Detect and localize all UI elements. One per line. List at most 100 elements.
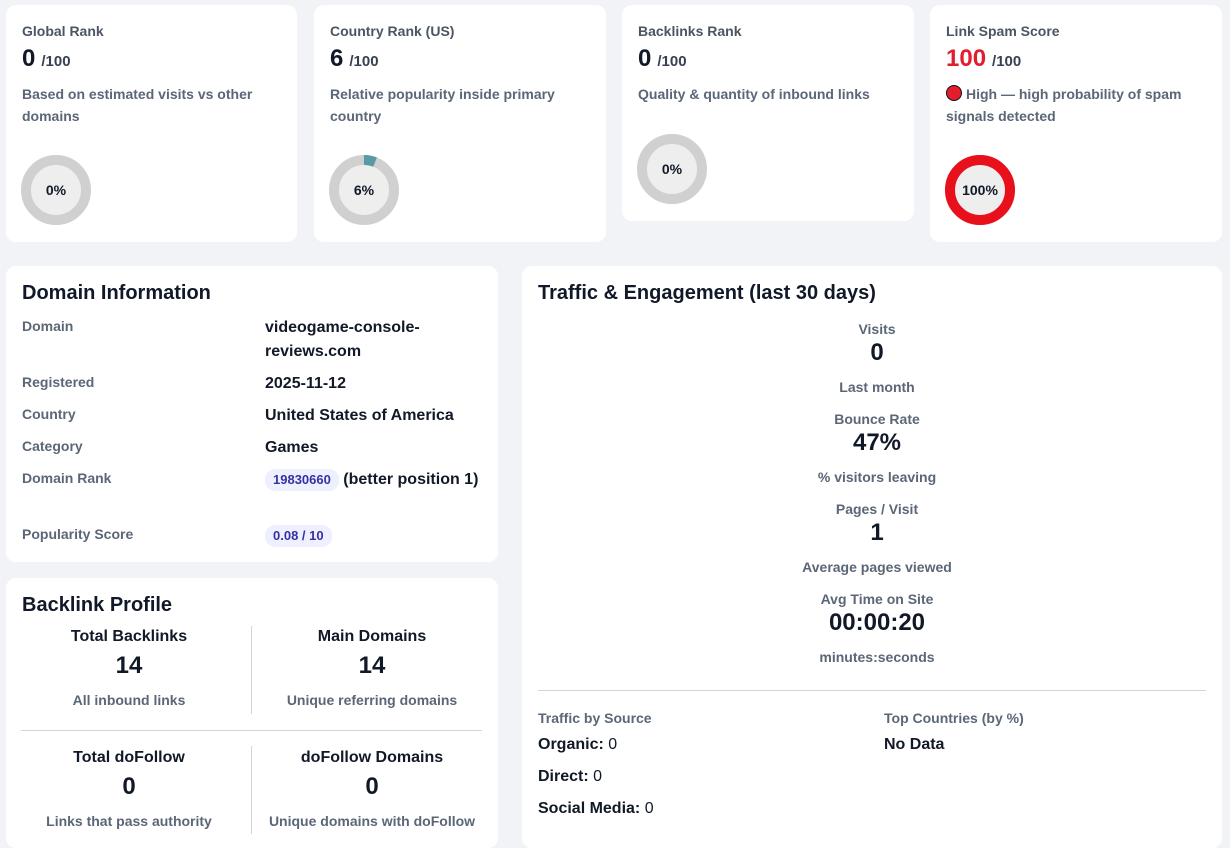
domain-information-card: Domain Information Domain videogame-cons… bbox=[6, 266, 498, 562]
spam-score-card: Link Spam Score 100/100 High — high prob… bbox=[930, 5, 1222, 242]
rank-gauge: 6% bbox=[329, 155, 399, 225]
total-dofollow-stat: Total doFollow 0 Links that pass authori… bbox=[14, 749, 244, 829]
info-row: Registered 2025-11-12 bbox=[22, 372, 482, 404]
card-title: Country Rank (US) bbox=[330, 23, 455, 39]
divider bbox=[538, 690, 1206, 691]
metric-description: minutes:seconds bbox=[819, 649, 935, 665]
rank-gauge: 100% bbox=[945, 155, 1015, 225]
info-row: Popularity Score 0.08 / 10 bbox=[22, 524, 482, 556]
stat-description: All inbound links bbox=[72, 692, 186, 708]
metric-value: 0 bbox=[870, 339, 884, 366]
source-value: 0 bbox=[644, 800, 654, 817]
country-rank-card: Country Rank (US) 6/100 Relative popular… bbox=[314, 5, 606, 242]
rank-suffix: /100 bbox=[349, 53, 379, 70]
metric-label: Pages / Visit bbox=[835, 501, 919, 517]
avg-time-metric: Avg Time on Site 00:00:20 minutes:second… bbox=[527, 591, 1227, 665]
stat-label: Total doFollow bbox=[73, 749, 185, 766]
backlinks-rank-card: Backlinks Rank 0/100 Quality & quantity … bbox=[622, 5, 914, 221]
gauge-fill bbox=[945, 155, 1015, 225]
stat-value: 14 bbox=[358, 652, 386, 679]
rank-value: 0 bbox=[638, 45, 652, 72]
section-title: Traffic & Engagement (last 30 days) bbox=[538, 282, 876, 304]
divider bbox=[251, 746, 252, 834]
source-title: Traffic by Source bbox=[538, 710, 652, 726]
metric-value: 1 bbox=[870, 519, 884, 546]
divider bbox=[251, 626, 252, 714]
info-key: Popularity Score bbox=[22, 526, 134, 542]
gauge-label: 0% bbox=[661, 161, 683, 177]
popularity-badge: 0.08 / 10 bbox=[265, 525, 332, 547]
dofollow-domains-stat: doFollow Domains 0 Unique domains with d… bbox=[257, 749, 487, 829]
card-description: Based on estimated visits vs other domai… bbox=[22, 86, 253, 124]
section-title: Backlink Profile bbox=[22, 594, 173, 616]
rank-suffix: /100 bbox=[992, 53, 1022, 70]
gauge-track bbox=[637, 134, 707, 204]
global-rank-card: Global Rank 0/100 Based on estimated vis… bbox=[6, 5, 297, 242]
traffic-engagement-card: Traffic & Engagement (last 30 days) Visi… bbox=[522, 266, 1222, 848]
divider bbox=[21, 730, 482, 731]
category-value: Games bbox=[265, 439, 319, 456]
source-name: Organic: bbox=[538, 736, 604, 753]
info-key: Registered bbox=[22, 374, 95, 390]
card-description: Quality & quantity of inbound links bbox=[638, 86, 870, 102]
rank-gauge: 0% bbox=[21, 155, 91, 225]
stat-label: doFollow Domains bbox=[300, 749, 444, 766]
card-description: Relative popularity inside primary count… bbox=[330, 86, 555, 124]
gauge-track bbox=[21, 155, 91, 225]
stat-description: Unique domains with doFollow bbox=[268, 813, 476, 829]
source-direct: Direct: 0 bbox=[538, 768, 654, 786]
popularity-value: 0.08 / 10 bbox=[265, 524, 482, 556]
registered-value: 2025-11-12 bbox=[265, 375, 346, 392]
info-row: Category Games bbox=[22, 436, 482, 468]
gauge-fill bbox=[329, 155, 399, 225]
domain-value: videogame-console-reviews.com bbox=[265, 319, 420, 360]
gauge-label: 100% bbox=[962, 182, 998, 198]
info-key: Domain bbox=[22, 318, 74, 334]
total-backlinks-stat: Total Backlinks 14 All inbound links bbox=[14, 628, 244, 708]
metric-description: Last month bbox=[839, 379, 915, 395]
stat-value: 0 bbox=[122, 773, 136, 800]
visits-metric: Visits 0 Last month bbox=[527, 321, 1227, 395]
stat-description: Unique referring domains bbox=[286, 692, 458, 708]
info-row: Country United States of America bbox=[22, 404, 482, 436]
card-title: Link Spam Score bbox=[946, 23, 1060, 39]
pages-per-visit-metric: Pages / Visit 1 Average pages viewed bbox=[527, 501, 1227, 575]
backlink-profile-card: Backlink Profile Total Backlinks 14 All … bbox=[6, 578, 498, 848]
rank-value: 6 bbox=[330, 45, 344, 72]
traffic-by-source: Traffic by Source Organic: 0 Direct: 0 S… bbox=[538, 710, 654, 818]
red-circle-icon bbox=[946, 85, 962, 101]
card-description: High — high probability of spam signals … bbox=[946, 83, 1206, 127]
top-countries: Top Countries (by %) No Data bbox=[884, 710, 1024, 754]
source-social-media: Social Media: 0 bbox=[538, 800, 654, 818]
info-row: Domain videogame-console-reviews.com bbox=[22, 316, 482, 372]
metric-description: % visitors leaving bbox=[817, 469, 937, 485]
source-organic: Organic: 0 bbox=[538, 736, 654, 754]
country-value: United States of America bbox=[265, 407, 454, 424]
info-key: Category bbox=[22, 438, 83, 454]
rank-value: 0 bbox=[22, 45, 36, 72]
stat-label: Main Domains bbox=[317, 628, 427, 645]
stat-label: Total Backlinks bbox=[70, 628, 188, 645]
rank-gauge: 0% bbox=[637, 134, 707, 204]
info-key: Domain Rank bbox=[22, 470, 112, 486]
source-value: 0 bbox=[593, 768, 603, 785]
gauge-label: 6% bbox=[353, 182, 375, 198]
metric-label: Avg Time on Site bbox=[820, 591, 934, 607]
domain-rank-badge: 19830660 bbox=[265, 469, 339, 491]
metric-label: Bounce Rate bbox=[834, 411, 920, 427]
rank-suffix: /100 bbox=[657, 53, 687, 70]
countries-value: No Data bbox=[884, 736, 945, 753]
countries-title: Top Countries (by %) bbox=[884, 710, 1024, 726]
rank-value: 100 bbox=[946, 45, 987, 72]
info-row: Domain Rank 19830660 (better position 1) bbox=[22, 468, 482, 524]
bounce-rate-metric: Bounce Rate 47% % visitors leaving bbox=[527, 411, 1227, 485]
stat-description: Links that pass authority bbox=[46, 813, 212, 829]
section-title: Domain Information bbox=[22, 282, 211, 304]
stat-value: 14 bbox=[115, 652, 143, 679]
metric-description: Average pages viewed bbox=[802, 559, 952, 575]
domain-rank-value: 19830660 (better position 1) bbox=[265, 468, 480, 524]
metric-value: 00:00:20 bbox=[828, 609, 926, 636]
source-name: Social Media: bbox=[538, 800, 641, 817]
source-value: 0 bbox=[608, 736, 618, 753]
card-title: Global Rank bbox=[22, 23, 104, 39]
